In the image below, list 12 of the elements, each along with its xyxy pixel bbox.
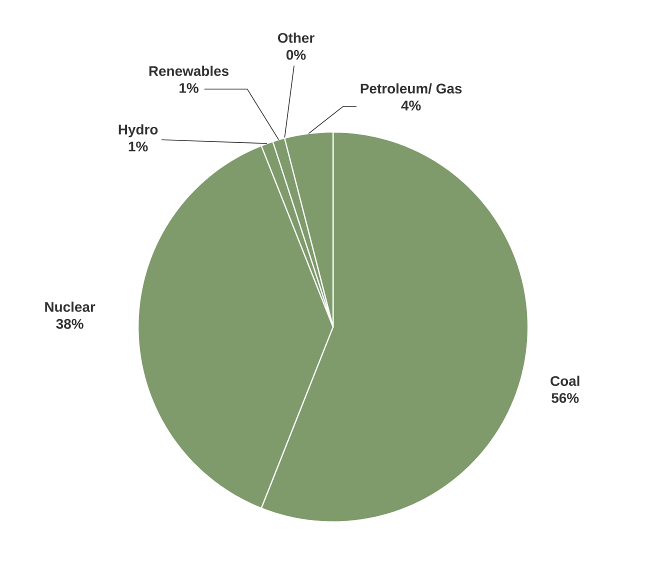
- slice-label: Nuclear: [45, 302, 96, 312]
- text: 0%: [286, 50, 306, 60]
- category-label: Other: [278, 32, 314, 43]
- data-label: 1%: [180, 83, 198, 93]
- data-label: 38%: [56, 318, 84, 329]
- slice-label: Coal: [550, 376, 580, 386]
- slice-label: Petroleum/ Gas: [360, 83, 462, 94]
- slice-label: Renewables: [149, 66, 229, 76]
- data-label: 4%: [401, 100, 421, 110]
- data-label: 1%: [128, 142, 148, 152]
- data-label: 56%: [552, 393, 579, 403]
- slice-label: Hydro: [118, 124, 158, 138]
